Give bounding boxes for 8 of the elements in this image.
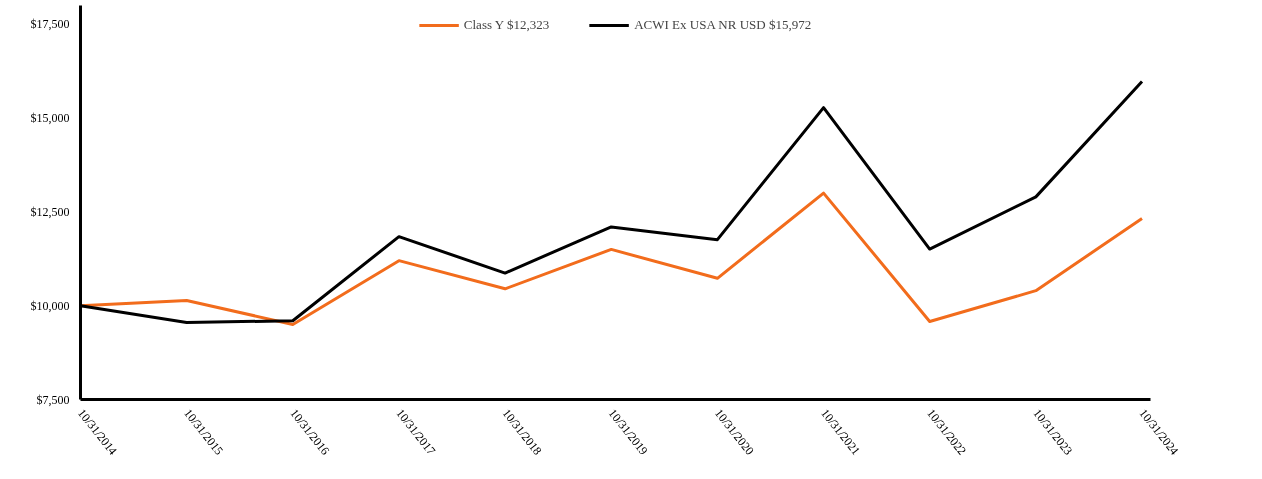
legend-label: Class Y $12,323 (463, 17, 550, 33)
y-tick-label: $17,500 (30, 17, 70, 32)
y-tick-label: $10,000 (30, 298, 70, 313)
y-tick-label: $12,500 (30, 204, 70, 219)
y-tick-label: $15,000 (30, 111, 70, 126)
line-series (80, 191, 1144, 326)
y-tick-label: $7,500 (36, 392, 70, 407)
legend-label: ACWI Ex USA NR USD $15,972 (634, 17, 812, 33)
